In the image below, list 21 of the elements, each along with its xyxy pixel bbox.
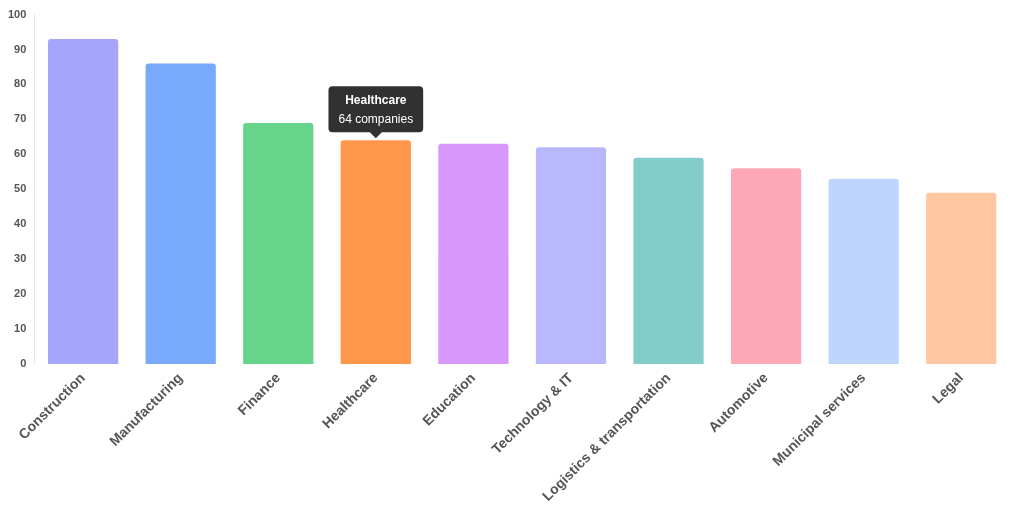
bar [633,157,704,364]
y-tick-label: 70 [14,112,27,125]
bar [243,122,314,364]
y-tick-label: 10 [14,322,27,335]
bar [438,143,509,364]
bar [926,192,997,364]
bar [535,147,607,364]
bar [730,168,802,364]
y-tick-label: 20 [14,287,27,300]
y-tick-label: 0 [20,356,27,369]
y-tick-label: 100 [7,7,27,20]
bar [145,63,216,364]
bar [48,39,119,364]
y-tick-label: 60 [14,147,27,160]
bar [828,178,899,364]
y-tick-label: 40 [14,217,27,230]
y-tick-label: 50 [14,182,27,195]
y-tick-label: 80 [14,77,27,90]
y-tick-label: 30 [14,252,27,265]
y-tick-label: 90 [14,42,27,55]
annotation: Healthcare 64 companies [338,92,414,126]
